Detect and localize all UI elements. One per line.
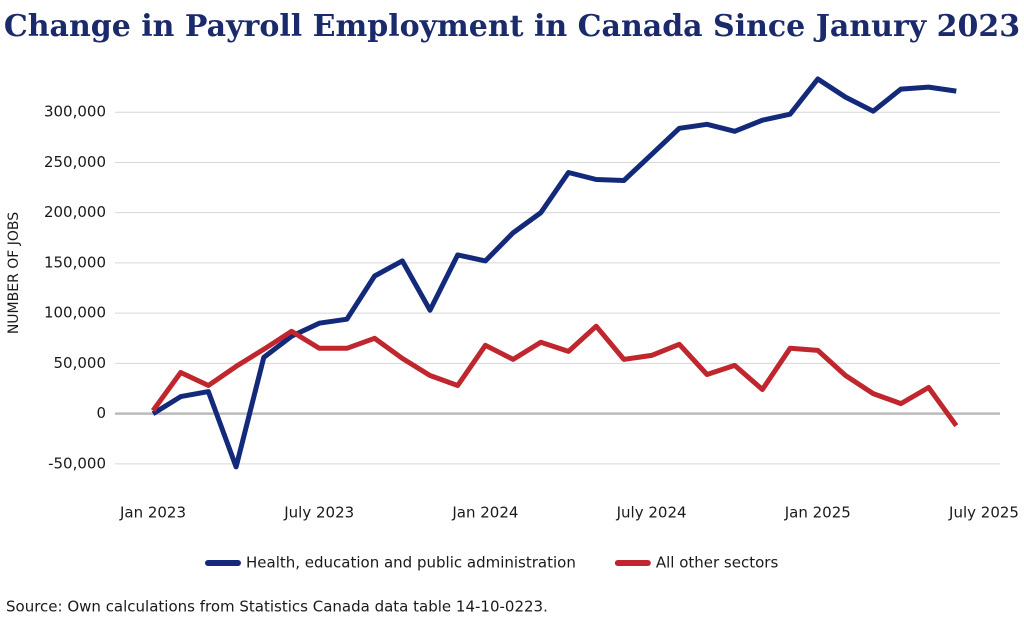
y-tick-label: 50,000 [54,354,107,372]
chart-title: Change in Payroll Employment in Canada S… [4,9,1020,44]
source-note: Source: Own calculations from Statistics… [6,598,548,616]
y-tick-label: 200,000 [44,203,106,221]
y-axis-label: NUMBER OF JOBS [6,212,22,334]
y-tick-label: 150,000 [44,253,106,271]
series-line [151,76,957,470]
y-tick-label: 0 [96,404,106,422]
x-tick-label: Jan 2023 [119,504,186,522]
series-line [150,323,959,428]
legend-label: Health, education and public administrat… [246,554,576,572]
x-tick-label: July 2023 [283,504,354,522]
x-tick-label: July 2025 [948,504,1019,522]
y-tick-label: 250,000 [44,153,106,171]
y-tick-label: -50,000 [48,454,106,472]
x-tick-label: July 2024 [616,504,687,522]
legend-label: All other sectors [656,554,779,572]
x-tick-label: Jan 2025 [784,504,851,522]
y-tick-label: 100,000 [44,304,106,322]
y-tick-label: 300,000 [44,103,106,121]
x-tick-label: Jan 2024 [451,504,518,522]
